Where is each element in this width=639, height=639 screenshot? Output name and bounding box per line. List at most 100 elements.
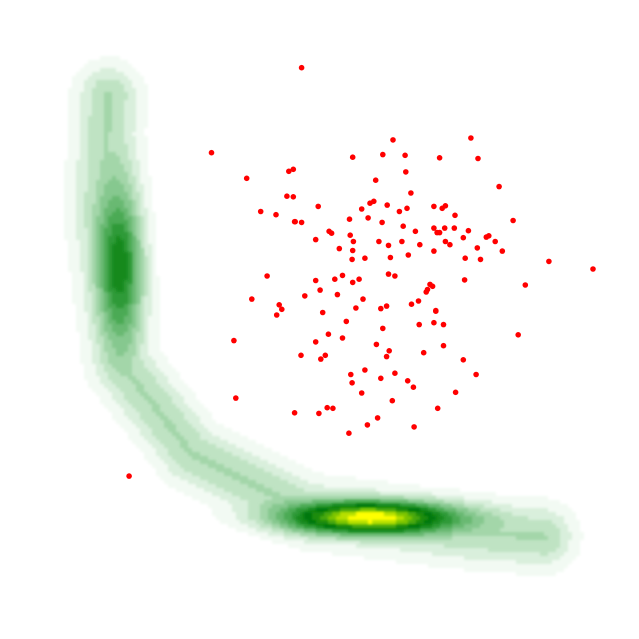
scatter-point xyxy=(350,238,357,245)
scatter-point xyxy=(385,242,392,249)
scatter-point xyxy=(383,303,390,309)
scatter-point xyxy=(404,378,411,384)
scatter-point xyxy=(208,149,215,156)
scatter-point xyxy=(431,319,437,326)
scatter-point xyxy=(442,203,449,209)
scatter-point xyxy=(452,212,458,219)
scatter-point xyxy=(360,296,366,302)
scatter-point xyxy=(492,238,499,245)
scatter-point xyxy=(336,245,343,252)
scatter-point xyxy=(362,367,368,373)
scatter-point xyxy=(433,308,439,315)
scatter-point xyxy=(273,312,280,318)
scatter-point xyxy=(384,202,391,208)
scatter-point xyxy=(431,225,437,231)
scatter-point xyxy=(380,325,386,332)
scatter-point xyxy=(392,370,398,377)
scatter-points xyxy=(126,64,596,479)
scatter-point xyxy=(590,266,596,272)
scatter-point xyxy=(408,301,415,308)
scatter-point xyxy=(460,234,467,241)
scatter-point xyxy=(441,225,448,231)
scatter-point xyxy=(349,154,356,160)
scatter-point xyxy=(405,252,412,258)
scatter-point xyxy=(468,135,474,141)
scatter-point xyxy=(334,291,341,298)
scatter-point xyxy=(353,305,359,311)
scatter-point xyxy=(383,353,390,360)
scatter-point xyxy=(416,321,423,328)
scatter-point xyxy=(316,410,322,417)
scatter-point xyxy=(403,169,409,175)
scatter-point xyxy=(330,405,336,412)
scatter-point xyxy=(396,208,403,215)
scatter-point xyxy=(322,352,329,359)
scatter-point xyxy=(276,302,283,308)
scatter-point xyxy=(404,205,410,212)
scatter-point xyxy=(380,151,386,158)
scatter-point xyxy=(460,357,467,363)
scatter-point xyxy=(126,473,132,479)
scatter-point xyxy=(474,245,481,251)
scatter-point xyxy=(298,219,305,226)
scatter-point xyxy=(284,193,290,199)
scatter-point xyxy=(349,247,356,254)
scatter-point xyxy=(378,305,384,312)
scatter-point xyxy=(417,241,423,248)
scatter-point xyxy=(408,190,414,196)
scatter-point xyxy=(231,337,237,344)
scatter-point xyxy=(440,342,447,349)
scatter-point xyxy=(324,404,331,411)
scatter-point xyxy=(347,232,354,238)
scatter-point xyxy=(286,168,292,175)
scatter-point xyxy=(364,422,371,428)
scatter-point xyxy=(385,271,392,277)
scatter-point xyxy=(399,238,405,245)
scatter-point xyxy=(349,380,355,386)
scatter-point xyxy=(378,375,384,382)
scatter-point xyxy=(412,228,419,235)
scatter-point xyxy=(233,395,239,401)
scatter-point xyxy=(461,277,468,283)
scatter-point xyxy=(390,137,396,143)
scatter-point xyxy=(389,397,396,404)
scatter-point xyxy=(273,211,279,218)
scatter-point xyxy=(279,306,285,313)
scatter-point xyxy=(312,339,319,345)
scatter-point xyxy=(462,255,469,261)
scatter-point xyxy=(499,248,506,254)
scatter-point xyxy=(339,335,346,341)
scatter-point xyxy=(386,348,393,354)
scatter-point xyxy=(362,255,368,261)
scatter-point xyxy=(515,332,521,338)
scatter-point xyxy=(346,216,353,222)
scatter-point xyxy=(402,152,408,159)
scatter-point xyxy=(349,279,356,286)
scatter-point xyxy=(473,371,479,378)
scatter-point xyxy=(434,229,440,236)
scatter-point xyxy=(374,415,381,421)
scatter-point xyxy=(365,215,371,221)
scatter-point xyxy=(249,296,255,302)
scatter-point xyxy=(325,331,332,338)
scatter-point xyxy=(290,194,297,200)
scatter-point xyxy=(379,219,385,226)
scatter-point xyxy=(376,238,382,245)
scatter-point xyxy=(442,238,449,245)
scatter-point xyxy=(483,234,490,240)
scatter-point xyxy=(319,309,326,316)
scatter-point xyxy=(400,223,407,229)
scatter-point xyxy=(373,341,380,348)
scatter-point xyxy=(522,282,529,288)
scatter-point xyxy=(302,293,308,299)
scatter-point xyxy=(372,177,379,183)
scatter-point xyxy=(465,227,472,234)
scatter-point xyxy=(510,217,516,224)
scatter-point xyxy=(387,254,394,261)
scatter-point xyxy=(332,276,338,283)
scatter-point xyxy=(546,258,552,265)
scatter-point xyxy=(431,248,437,254)
scatter-point xyxy=(339,272,346,279)
scatter-point xyxy=(348,371,354,378)
